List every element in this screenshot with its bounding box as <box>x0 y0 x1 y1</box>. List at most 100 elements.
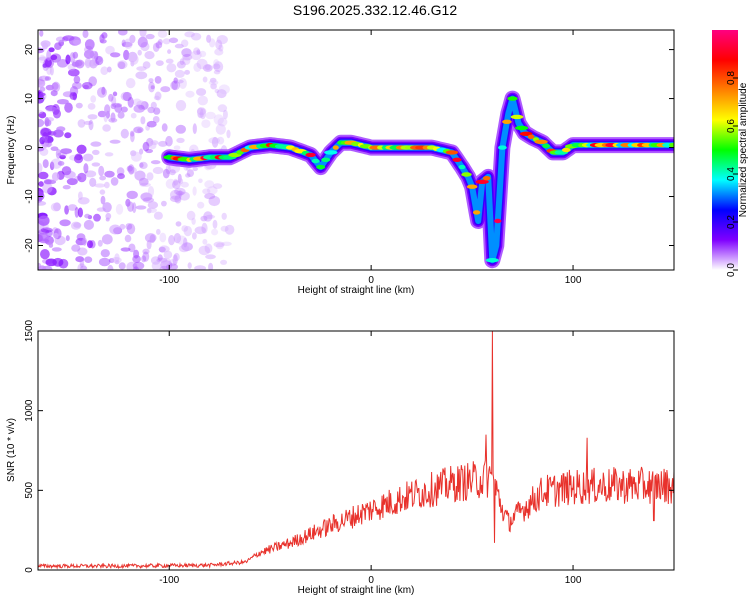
noise-blob <box>193 62 202 72</box>
noise-blob <box>221 212 227 220</box>
noise-blob <box>197 107 204 119</box>
noise-blob <box>38 162 43 174</box>
noise-blob <box>59 154 66 160</box>
noise-blob <box>71 61 80 67</box>
noise-blob <box>99 39 107 44</box>
noise-blob <box>118 262 126 270</box>
ridge-spot <box>542 143 550 149</box>
snr-y-tick-label: 0 <box>24 567 35 573</box>
noise-blob <box>204 64 211 71</box>
noise-blob <box>168 235 175 246</box>
noise-blob <box>78 191 83 200</box>
noise-blob <box>50 202 61 212</box>
noise-blob <box>97 110 107 118</box>
noise-blob <box>137 36 148 48</box>
noise-blob <box>83 153 94 162</box>
noise-blob <box>190 50 202 61</box>
noise-blob <box>204 243 213 254</box>
noise-blob <box>191 217 196 225</box>
noise-blob <box>57 59 69 68</box>
noise-blob <box>155 60 164 66</box>
noise-blob <box>105 212 112 220</box>
noise-blob <box>126 223 136 235</box>
noise-blob <box>45 117 55 122</box>
noise-blob <box>147 106 155 114</box>
noise-blob <box>38 265 47 270</box>
noise-blob <box>174 194 182 204</box>
spectrogram-y-axis-label: Frequency (Hz) <box>6 116 17 185</box>
noise-blob <box>71 244 81 252</box>
noise-blob <box>184 69 191 75</box>
noise-blob <box>67 204 78 211</box>
noise-blob <box>48 242 54 248</box>
noise-blob <box>202 238 208 245</box>
ridge-spot <box>452 157 462 162</box>
snr-x-axis-label: Height of straight line (km) <box>298 585 415 596</box>
noise-blob <box>141 255 147 263</box>
noise-blob <box>117 60 128 69</box>
snr-series-line <box>38 331 674 570</box>
ridge-spot <box>507 96 518 101</box>
noise-blob <box>40 40 51 48</box>
noise-blob <box>157 30 168 38</box>
noise-blob <box>108 93 114 102</box>
noise-blob <box>38 76 43 85</box>
noise-blob <box>82 82 93 90</box>
noise-blob <box>218 44 224 52</box>
noise-blob <box>109 139 121 144</box>
noise-blob <box>213 114 224 125</box>
noise-blob <box>147 201 159 209</box>
noise-blob <box>213 69 221 75</box>
noise-blob <box>46 64 52 75</box>
noise-blob <box>125 78 136 89</box>
noise-blob <box>132 202 137 214</box>
noise-blob <box>43 57 55 69</box>
noise-blob <box>145 33 155 40</box>
noise-blob <box>138 104 145 110</box>
noise-blob <box>127 167 137 174</box>
noise-blob <box>215 39 223 50</box>
noise-blob <box>139 30 147 38</box>
noise-blob <box>196 58 208 70</box>
noise-blob <box>214 88 220 94</box>
ridge-spot <box>472 210 481 215</box>
noise-blob <box>173 233 182 244</box>
noise-blob <box>194 265 206 270</box>
noise-blob <box>157 254 163 261</box>
noise-blob <box>84 213 91 219</box>
noise-blob <box>112 102 122 108</box>
noise-blob <box>214 48 224 56</box>
noise-blob <box>75 256 85 263</box>
ridge-spot <box>311 158 320 164</box>
snr-x-tick-label: 100 <box>565 575 582 586</box>
noise-blob <box>173 178 179 186</box>
noise-blob <box>208 137 220 144</box>
noise-blob <box>140 192 153 202</box>
noise-blob <box>173 252 180 262</box>
noise-blob <box>211 136 219 148</box>
noise-blob <box>84 256 93 264</box>
noise-blob <box>69 92 78 100</box>
noise-blob <box>217 104 228 113</box>
noise-blob <box>115 203 124 215</box>
noise-blob <box>212 219 218 229</box>
noise-blob <box>92 149 100 155</box>
noise-blob <box>73 222 82 228</box>
noise-blob <box>75 102 83 109</box>
noise-blob <box>181 48 192 58</box>
noise-blob <box>84 170 97 178</box>
noise-blob <box>72 51 79 59</box>
noise-blob <box>83 84 89 90</box>
noise-blob <box>161 200 167 207</box>
noise-blob <box>140 116 146 125</box>
noise-blob <box>142 61 151 69</box>
noise-blob <box>181 242 193 252</box>
noise-blob <box>38 79 46 88</box>
noise-blob <box>127 96 134 108</box>
noise-blob <box>208 195 221 207</box>
noise-blob <box>118 30 128 36</box>
noise-blob <box>71 221 81 230</box>
noise-blob <box>175 221 182 227</box>
noise-blob <box>187 262 192 269</box>
noise-blob <box>139 148 144 155</box>
